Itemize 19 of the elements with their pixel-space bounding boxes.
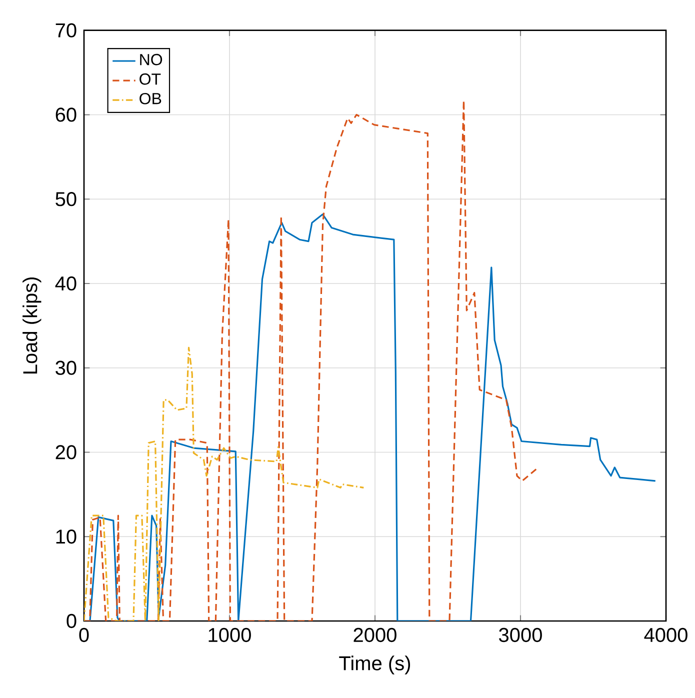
legend-label: OB xyxy=(140,92,162,104)
x-tick-label: 2000 xyxy=(354,628,396,642)
x-axis-title: Time (s) xyxy=(339,656,410,674)
y-axis-title: Load (kips) xyxy=(22,277,42,374)
x-tick-label: 1000 xyxy=(208,628,251,642)
y-tick-label: 60 xyxy=(56,108,76,122)
x-tick-label: 3000 xyxy=(499,628,542,642)
x-tick-label: 4000 xyxy=(644,628,688,642)
y-tick-label: 0 xyxy=(66,614,76,628)
legend-label: OT xyxy=(140,73,161,85)
y-tick-label: 50 xyxy=(56,192,76,206)
y-tick-label: 40 xyxy=(55,276,76,291)
legend-label: NO xyxy=(140,54,162,66)
y-tick-label: 10 xyxy=(56,530,76,544)
x-tick-label: 0 xyxy=(79,628,89,642)
y-tick-label: 20 xyxy=(56,445,76,460)
line-series xyxy=(84,346,364,621)
y-tick-label: 70 xyxy=(56,23,76,38)
y-tick-label: 30 xyxy=(56,360,76,375)
